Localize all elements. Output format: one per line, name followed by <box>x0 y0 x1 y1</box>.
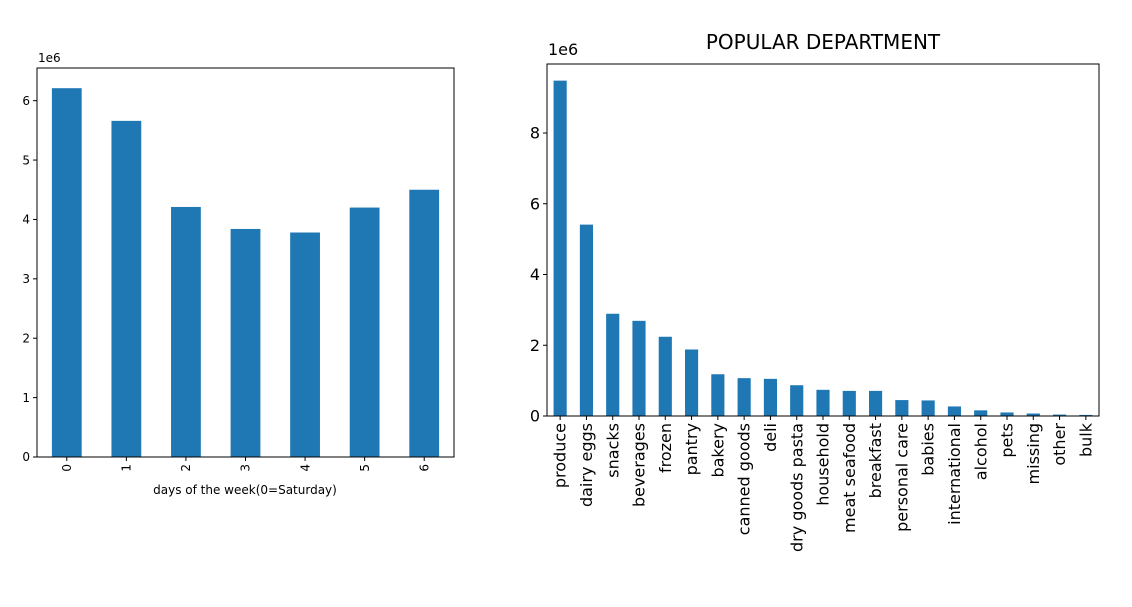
y-offset-label: 1e6 <box>548 40 578 59</box>
x-axis-ticks: produce dairy eggs snacks beverages frozen pa… <box>551 416 1095 552</box>
y-offset-label: 1e6 <box>38 51 61 65</box>
x-tick-label: meat seafood <box>840 423 859 533</box>
bar-pets <box>1000 412 1014 416</box>
x-tick-label: snacks <box>603 423 622 478</box>
y-tick-label: 6 <box>22 94 30 108</box>
bar-meat-seafood <box>842 390 856 416</box>
y-tick-label: 4 <box>530 265 540 284</box>
weekday-orders-chart: 1e6 0 1 2 3 4 5 6 0 1 2 3 4 5 6 days of the week(0=S… <box>22 51 455 497</box>
x-tick-label: 4 <box>298 464 312 472</box>
plot-frame <box>36 67 455 458</box>
y-tick-label: 0 <box>530 407 540 426</box>
x-tick-label: dairy eggs <box>577 423 596 507</box>
x-tick-label: pantry <box>682 423 701 475</box>
x-tick-label: 5 <box>358 464 372 472</box>
y-tick-label: 4 <box>22 213 30 227</box>
y-tick-label: 1 <box>22 391 30 405</box>
bar-3 <box>230 228 261 457</box>
bar-dairy-eggs <box>579 224 593 416</box>
bar-produce <box>553 80 567 416</box>
y-tick-label: 0 <box>22 450 30 464</box>
bar-1 <box>111 120 142 457</box>
bar-6 <box>409 189 440 457</box>
x-tick-label: 0 <box>60 464 74 472</box>
x-tick-label: 3 <box>239 464 253 472</box>
bar-bakery <box>711 374 725 416</box>
bar-dry-goods-pasta <box>790 385 804 416</box>
bar-breakfast <box>869 390 883 416</box>
y-tick-label: 2 <box>22 331 30 345</box>
x-tick-label: bulk <box>1076 422 1095 457</box>
bar-international <box>947 406 961 416</box>
bar-missing <box>1026 413 1040 416</box>
bar-frozen <box>658 336 672 416</box>
chart-title: POPULAR DEPARTMENT <box>706 30 941 54</box>
x-tick-label: pets <box>998 423 1017 458</box>
x-axis-ticks: 0 1 2 3 4 5 6 <box>60 457 431 472</box>
bar-2 <box>171 206 201 457</box>
bar-pantry <box>685 349 699 416</box>
x-tick-label: 1 <box>120 464 134 472</box>
popular-department-chart: POPULAR DEPARTMENT 1e6 0 2 4 6 8 produce dair… <box>530 30 1100 552</box>
x-tick-label: bakery <box>708 423 727 478</box>
bar-bulk <box>1079 414 1093 416</box>
x-tick-label: other <box>1050 423 1069 466</box>
x-tick-label: babies <box>919 423 938 476</box>
bar-other <box>1053 414 1067 416</box>
bars <box>51 88 440 457</box>
bar-household <box>816 389 830 416</box>
y-tick-label: 3 <box>22 272 30 286</box>
bar-5 <box>349 207 380 457</box>
bars <box>553 80 1093 416</box>
bar-0 <box>51 88 82 457</box>
y-tick-label: 8 <box>530 124 540 143</box>
x-tick-label: produce <box>551 423 570 488</box>
bar-4 <box>290 232 320 457</box>
y-axis-ticks: 0 2 4 6 8 <box>530 124 547 426</box>
x-tick-label: personal care <box>892 423 911 532</box>
y-axis-ticks: 0 1 2 3 4 5 6 <box>22 94 37 464</box>
bar-snacks <box>606 313 620 416</box>
x-tick-label: missing <box>1024 423 1043 484</box>
bar-personal-care <box>895 400 909 416</box>
y-tick-label: 6 <box>530 194 540 213</box>
x-tick-label: deli <box>761 423 780 452</box>
x-tick-label: frozen <box>656 423 675 473</box>
x-tick-label: household <box>814 423 833 506</box>
bar-deli <box>763 378 777 416</box>
y-tick-label: 2 <box>530 336 540 355</box>
bar-babies <box>921 400 935 416</box>
x-tick-label: dry goods pasta <box>787 423 806 552</box>
bar-beverages <box>632 320 646 416</box>
x-axis-label: days of the week(0=Saturday) <box>153 483 337 497</box>
plot-frame <box>546 63 1100 417</box>
bar-alcohol <box>974 410 988 416</box>
y-tick-label: 5 <box>22 153 30 167</box>
x-tick-label: 6 <box>417 464 431 472</box>
bar-canned-goods <box>737 378 751 416</box>
x-tick-label: canned goods <box>735 423 754 535</box>
x-tick-label: international <box>945 423 964 525</box>
x-tick-label: 2 <box>179 464 193 472</box>
x-tick-label: breakfast <box>866 423 885 498</box>
x-tick-label: beverages <box>630 423 649 507</box>
x-tick-label: alcohol <box>971 423 990 480</box>
